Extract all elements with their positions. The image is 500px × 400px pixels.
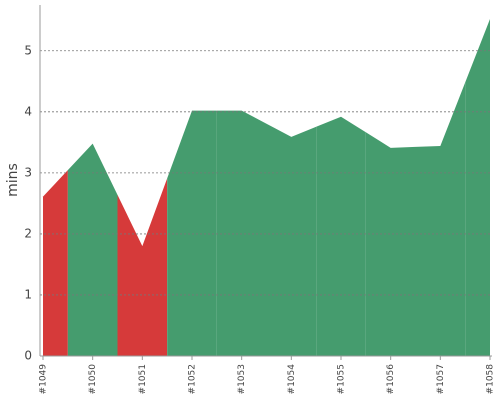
x-tick-label: #1053 <box>237 364 247 394</box>
y-tick-label: 0 <box>24 349 32 363</box>
x-tick-label: #1058 <box>486 364 496 395</box>
x-tick-label: #1050 <box>88 364 98 395</box>
area-segment <box>316 116 366 356</box>
x-tick-label: #1051 <box>138 364 148 394</box>
area-segment <box>365 132 416 356</box>
area-segment <box>216 110 267 356</box>
y-tick-label: 2 <box>24 226 32 240</box>
x-tick-label: #1056 <box>386 364 396 395</box>
y-tick-label: 5 <box>24 43 32 57</box>
y-axis-label: mins <box>5 163 21 197</box>
y-tick-label: 4 <box>24 104 32 118</box>
x-tick-label: #1052 <box>188 364 198 394</box>
x-tick-label: #1049 <box>39 364 49 395</box>
area-segment <box>117 178 168 356</box>
y-tick-label: 3 <box>24 165 32 179</box>
x-tick-label: #1055 <box>337 364 347 394</box>
area-segment <box>43 170 68 356</box>
y-tick-label: 1 <box>24 287 32 301</box>
area-segment <box>167 110 217 356</box>
area-segment <box>266 123 317 356</box>
x-tick-label: #1054 <box>287 364 297 395</box>
x-tick-label: #1057 <box>436 364 446 394</box>
area-segment <box>415 82 466 357</box>
area-segment <box>465 19 490 356</box>
area-segment <box>67 143 118 356</box>
